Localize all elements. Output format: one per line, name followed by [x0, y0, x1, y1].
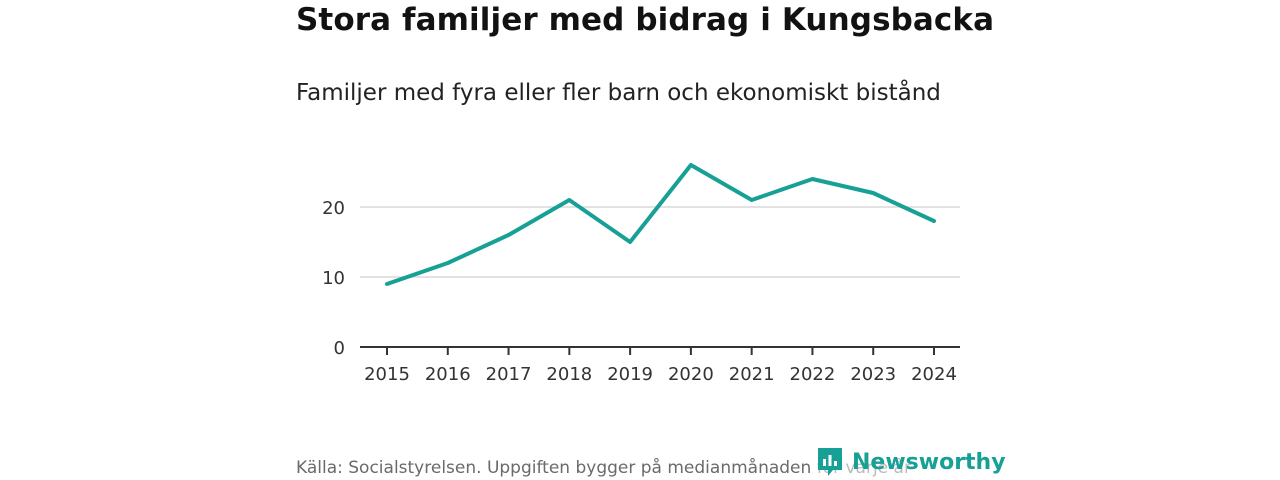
y-axis-ticks: 0 10 20 — [322, 198, 345, 359]
x-axis-ticks: 2015 2016 2017 2018 2019 2020 2021 2022 2023 2024 — [364, 347, 957, 385]
y-tick-label: 20 — [322, 198, 345, 219]
y-tick-label: 0 — [334, 338, 345, 359]
brand-name: Newsworthy — [852, 449, 1006, 475]
x-tick-label: 2018 — [546, 364, 592, 385]
x-tick-label: 2021 — [729, 364, 775, 385]
y-tick-label: 10 — [322, 268, 345, 289]
x-tick-label: 2020 — [668, 364, 714, 385]
chart-subtitle: Familjer med fyra eller fler barn och ek… — [296, 80, 941, 106]
x-tick-label: 2015 — [364, 364, 410, 385]
series-layer — [385, 163, 936, 286]
x-tick-label: 2016 — [425, 364, 471, 385]
source-note: Källa: Socialstyrelsen. Uppgiften bygger… — [296, 458, 911, 478]
chart-title: Stora familjer med bidrag i Kungsbacka — [296, 2, 995, 38]
brand-logo-block[interactable]: Newsworthy — [816, 446, 1006, 478]
series-line-0 — [385, 163, 936, 286]
x-tick-label: 2022 — [790, 364, 836, 385]
x-tick-label: 2017 — [486, 364, 532, 385]
x-tick-label: 2019 — [607, 364, 653, 385]
gridlines — [360, 206, 960, 278]
newsworthy-logo-icon — [818, 448, 842, 476]
x-tick-label: 2023 — [850, 364, 896, 385]
x-tick-label: 2024 — [911, 364, 957, 385]
